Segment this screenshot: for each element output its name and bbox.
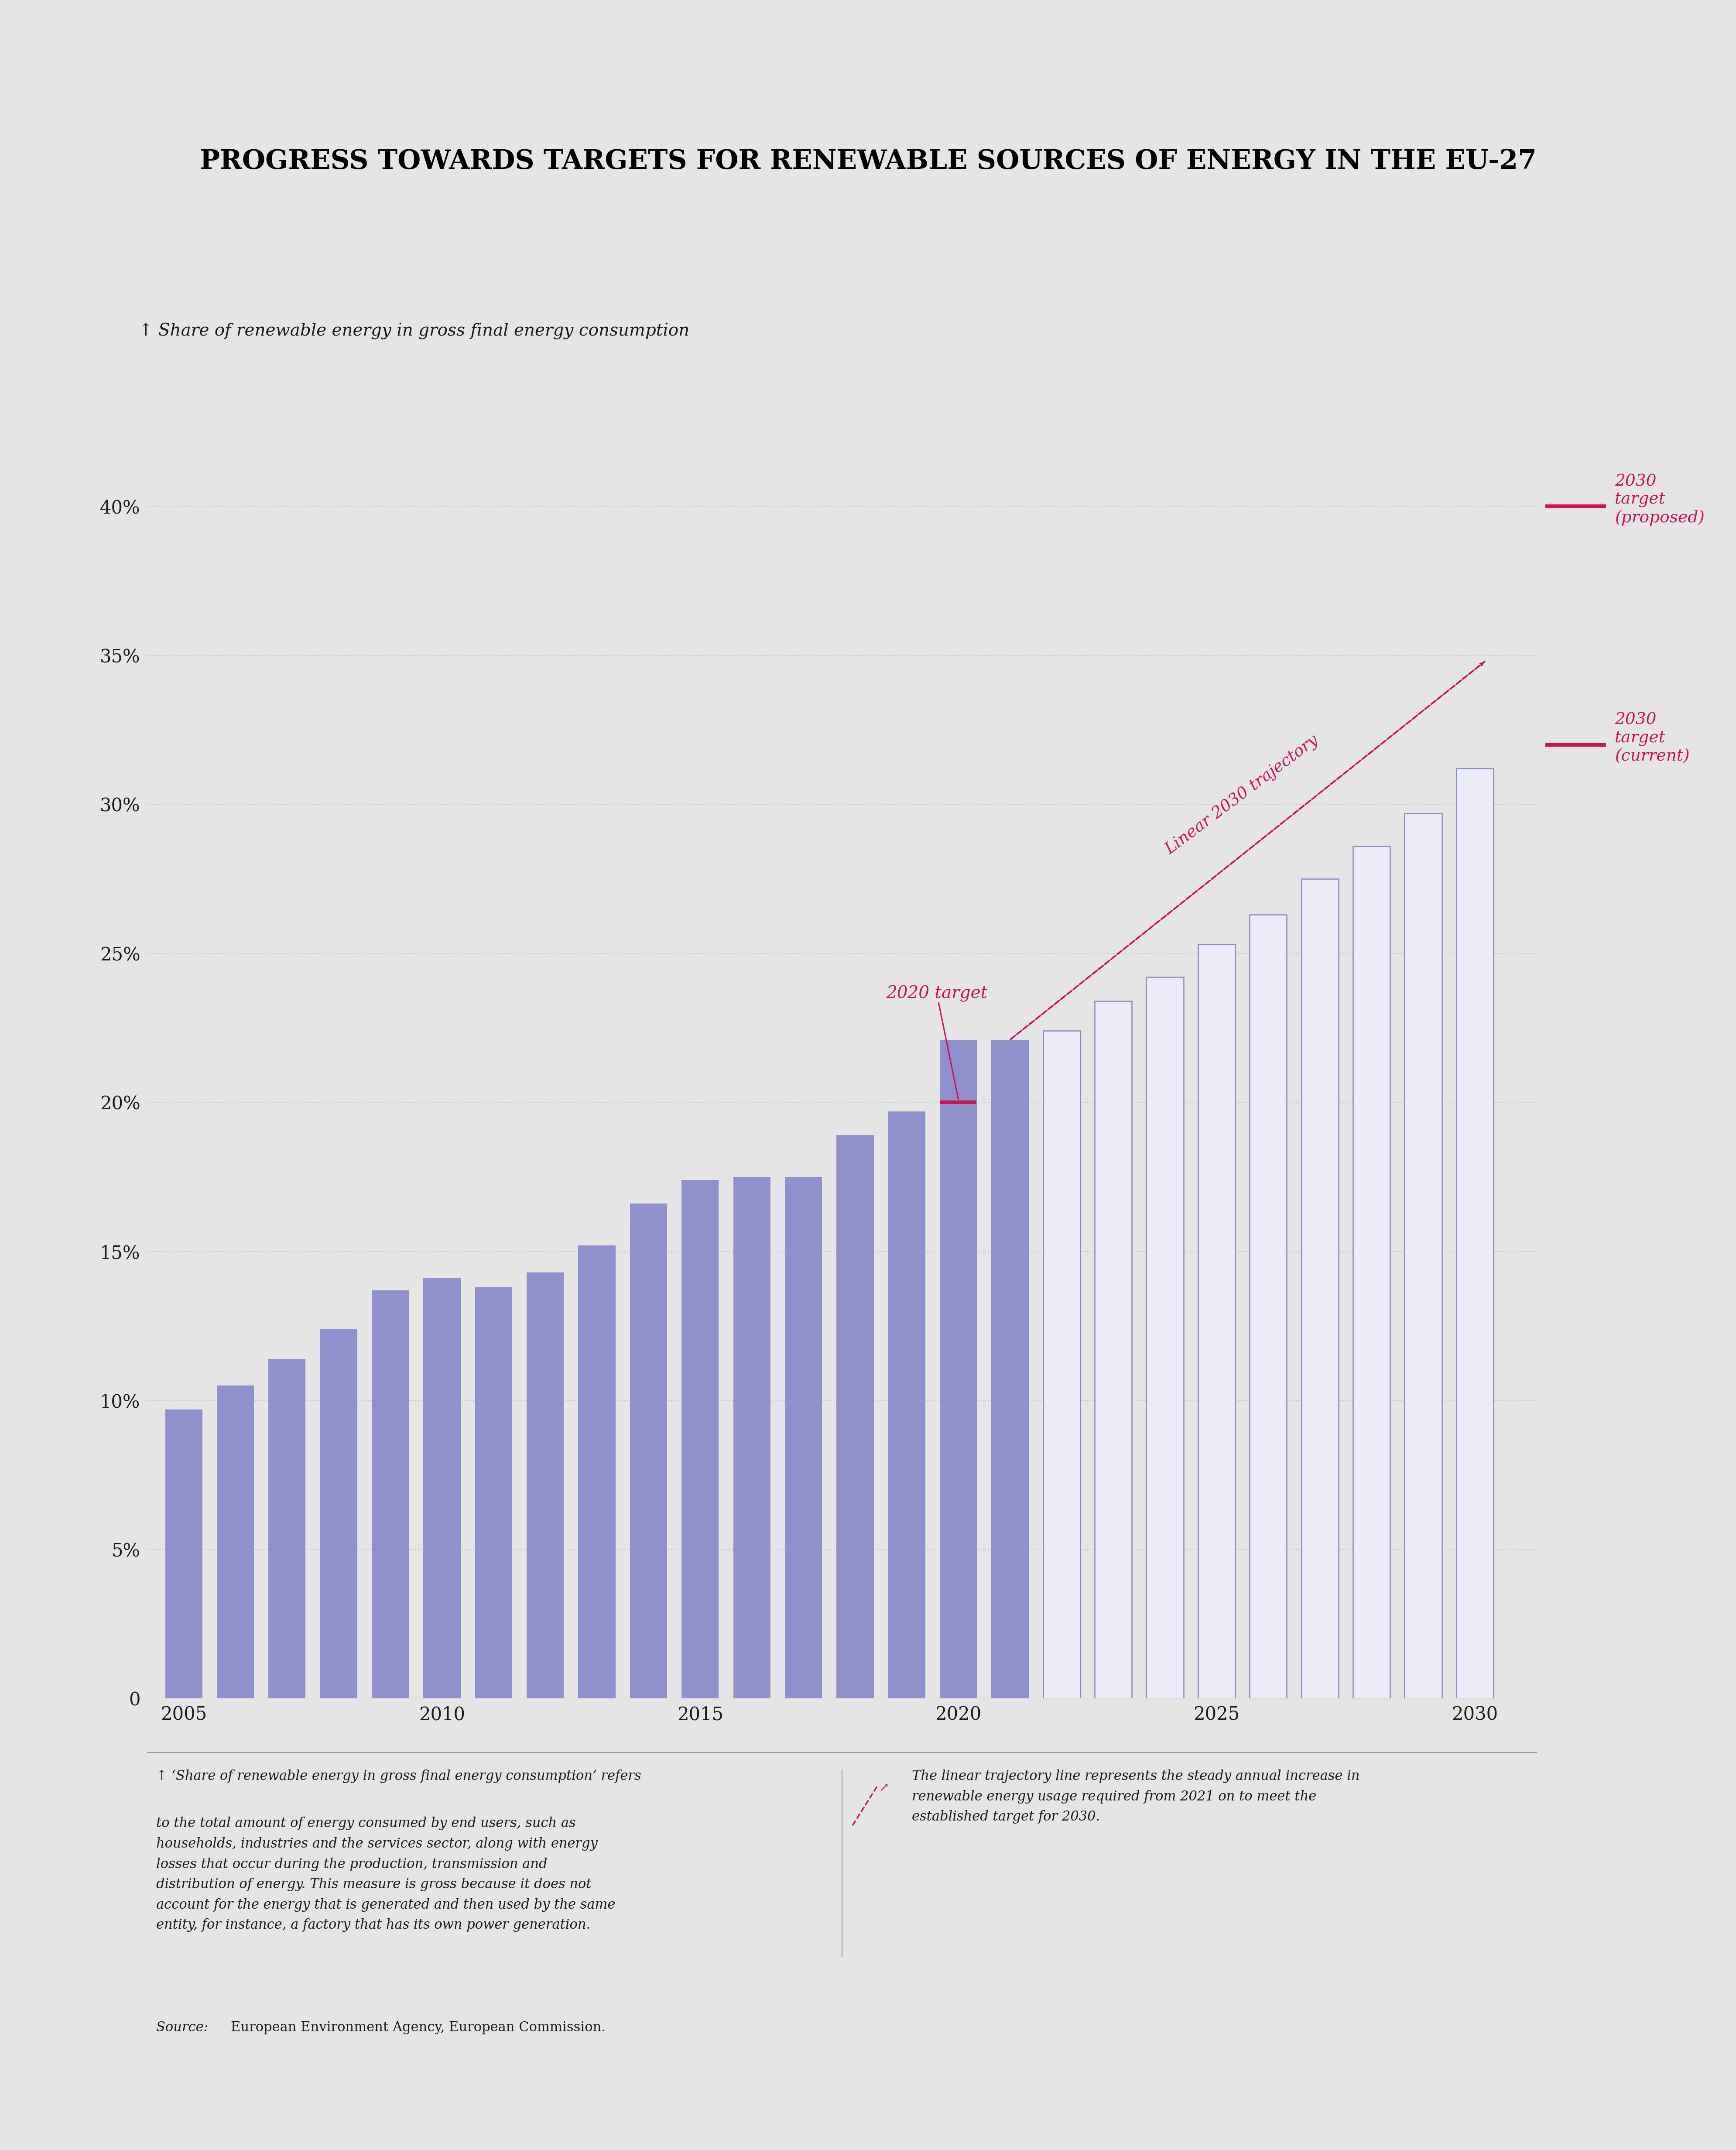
Bar <box>1146 976 1184 1698</box>
Bar <box>319 1329 358 1698</box>
Bar <box>785 1176 821 1698</box>
Bar <box>269 1359 306 1698</box>
Text: Source:: Source: <box>156 2021 212 2034</box>
Text: 2030
target
(current): 2030 target (current) <box>1614 712 1689 765</box>
Bar <box>1250 914 1286 1698</box>
Bar <box>526 1273 564 1698</box>
Text: ↑ ‘Share of renewable energy in gross final energy consumption’ refers: ↑ ‘Share of renewable energy in gross fi… <box>156 1769 641 1782</box>
Text: Linear 2030 trajectory: Linear 2030 trajectory <box>1163 733 1321 858</box>
Bar <box>476 1288 512 1698</box>
Bar <box>991 1041 1028 1698</box>
Bar <box>1094 1002 1132 1698</box>
Text: ↗: ↗ <box>878 1782 889 1793</box>
Text: European Environment Agency, European Commission.: European Environment Agency, European Co… <box>231 2021 606 2034</box>
Text: 2020 target: 2020 target <box>885 985 988 1099</box>
Bar <box>887 1112 925 1698</box>
Bar <box>630 1204 667 1698</box>
Bar <box>424 1279 460 1698</box>
Text: The linear trajectory line represents the steady annual increase in
renewable en: The linear trajectory line represents th… <box>911 1769 1359 1823</box>
Bar <box>1404 813 1441 1698</box>
Text: to the total amount of energy consumed by end users, such as
households, industr: to the total amount of energy consumed b… <box>156 1817 615 1933</box>
Text: ↑ Share of renewable energy in gross final energy consumption: ↑ Share of renewable energy in gross fin… <box>139 322 689 340</box>
Bar <box>1457 768 1493 1698</box>
Text: PROGRESS TOWARDS TARGETS FOR RENEWABLE SOURCES OF ENERGY IN THE EU-27: PROGRESS TOWARDS TARGETS FOR RENEWABLE S… <box>200 148 1536 174</box>
Bar <box>578 1245 615 1698</box>
Bar <box>682 1180 719 1698</box>
Bar <box>733 1176 771 1698</box>
Bar <box>1300 879 1338 1698</box>
Bar <box>372 1290 408 1698</box>
Bar <box>165 1410 203 1698</box>
Bar <box>217 1385 253 1698</box>
Bar <box>837 1135 873 1698</box>
Text: 2030
target
(proposed): 2030 target (proposed) <box>1614 473 1705 527</box>
Bar <box>1352 845 1391 1698</box>
Bar <box>1198 944 1234 1698</box>
Bar <box>939 1041 977 1698</box>
Bar <box>1043 1030 1080 1698</box>
